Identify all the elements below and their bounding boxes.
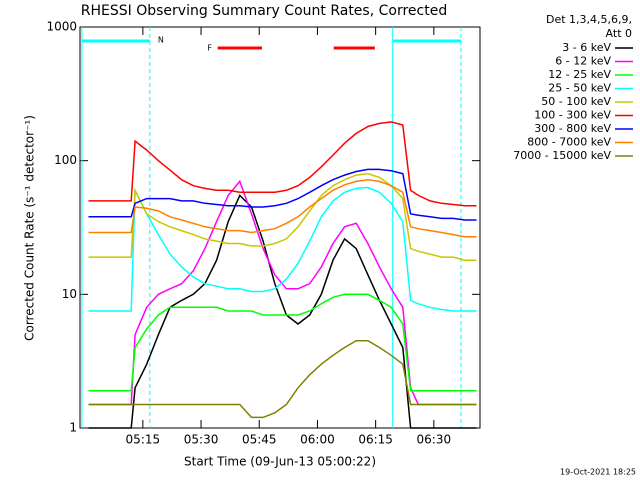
x-axis-label: Start Time (09-Jun-13 05:00:22) xyxy=(184,455,376,469)
series-line xyxy=(88,121,477,207)
legend-label: 12 - 25 keV xyxy=(548,68,611,81)
x-tick-label: 06:15 xyxy=(358,433,393,447)
x-tick-label: 06:00 xyxy=(300,433,335,447)
legend-label: 300 - 800 keV xyxy=(534,122,611,135)
y-axis-label: Corrected Count Rate (s⁻¹ detector⁻¹) xyxy=(23,115,37,341)
plot-frame xyxy=(79,26,481,429)
x-tick-label: 05:15 xyxy=(126,433,161,447)
chart-title: RHESSI Observing Summary Count Rates, Co… xyxy=(81,3,447,19)
legend-header: Att 0 xyxy=(606,27,632,40)
series-line xyxy=(88,293,477,392)
legend-label: 50 - 100 keV xyxy=(541,95,611,108)
series-line xyxy=(88,194,477,429)
legend-label: 3 - 6 keV xyxy=(562,41,611,54)
legend-header: Det 1,3,4,5,6,9, xyxy=(546,13,632,26)
y-tick-label: 100 xyxy=(54,153,77,167)
y-tick-label: 1 xyxy=(69,421,77,435)
night-label: N xyxy=(158,36,164,45)
series-line xyxy=(88,178,477,238)
series-line xyxy=(88,172,477,261)
y-tick-label: 1000 xyxy=(46,20,77,34)
x-tick-label: 06:30 xyxy=(417,433,452,447)
series-line xyxy=(88,339,477,419)
legend-label: 7000 - 15000 keV xyxy=(513,149,611,162)
legend-label: 800 - 7000 keV xyxy=(527,136,611,149)
x-tick-label: 05:45 xyxy=(242,433,277,447)
footer: 19-Oct-2021 18:25 xyxy=(560,468,636,477)
series-line xyxy=(88,168,477,221)
legend-label: 6 - 12 keV xyxy=(555,55,611,68)
flare-label: F xyxy=(207,44,212,53)
x-tick-label: 05:30 xyxy=(184,433,219,447)
y-tick-label: 10 xyxy=(62,287,77,301)
legend-label: 100 - 300 keV xyxy=(534,109,611,122)
legend-label: 25 - 50 keV xyxy=(548,82,611,95)
